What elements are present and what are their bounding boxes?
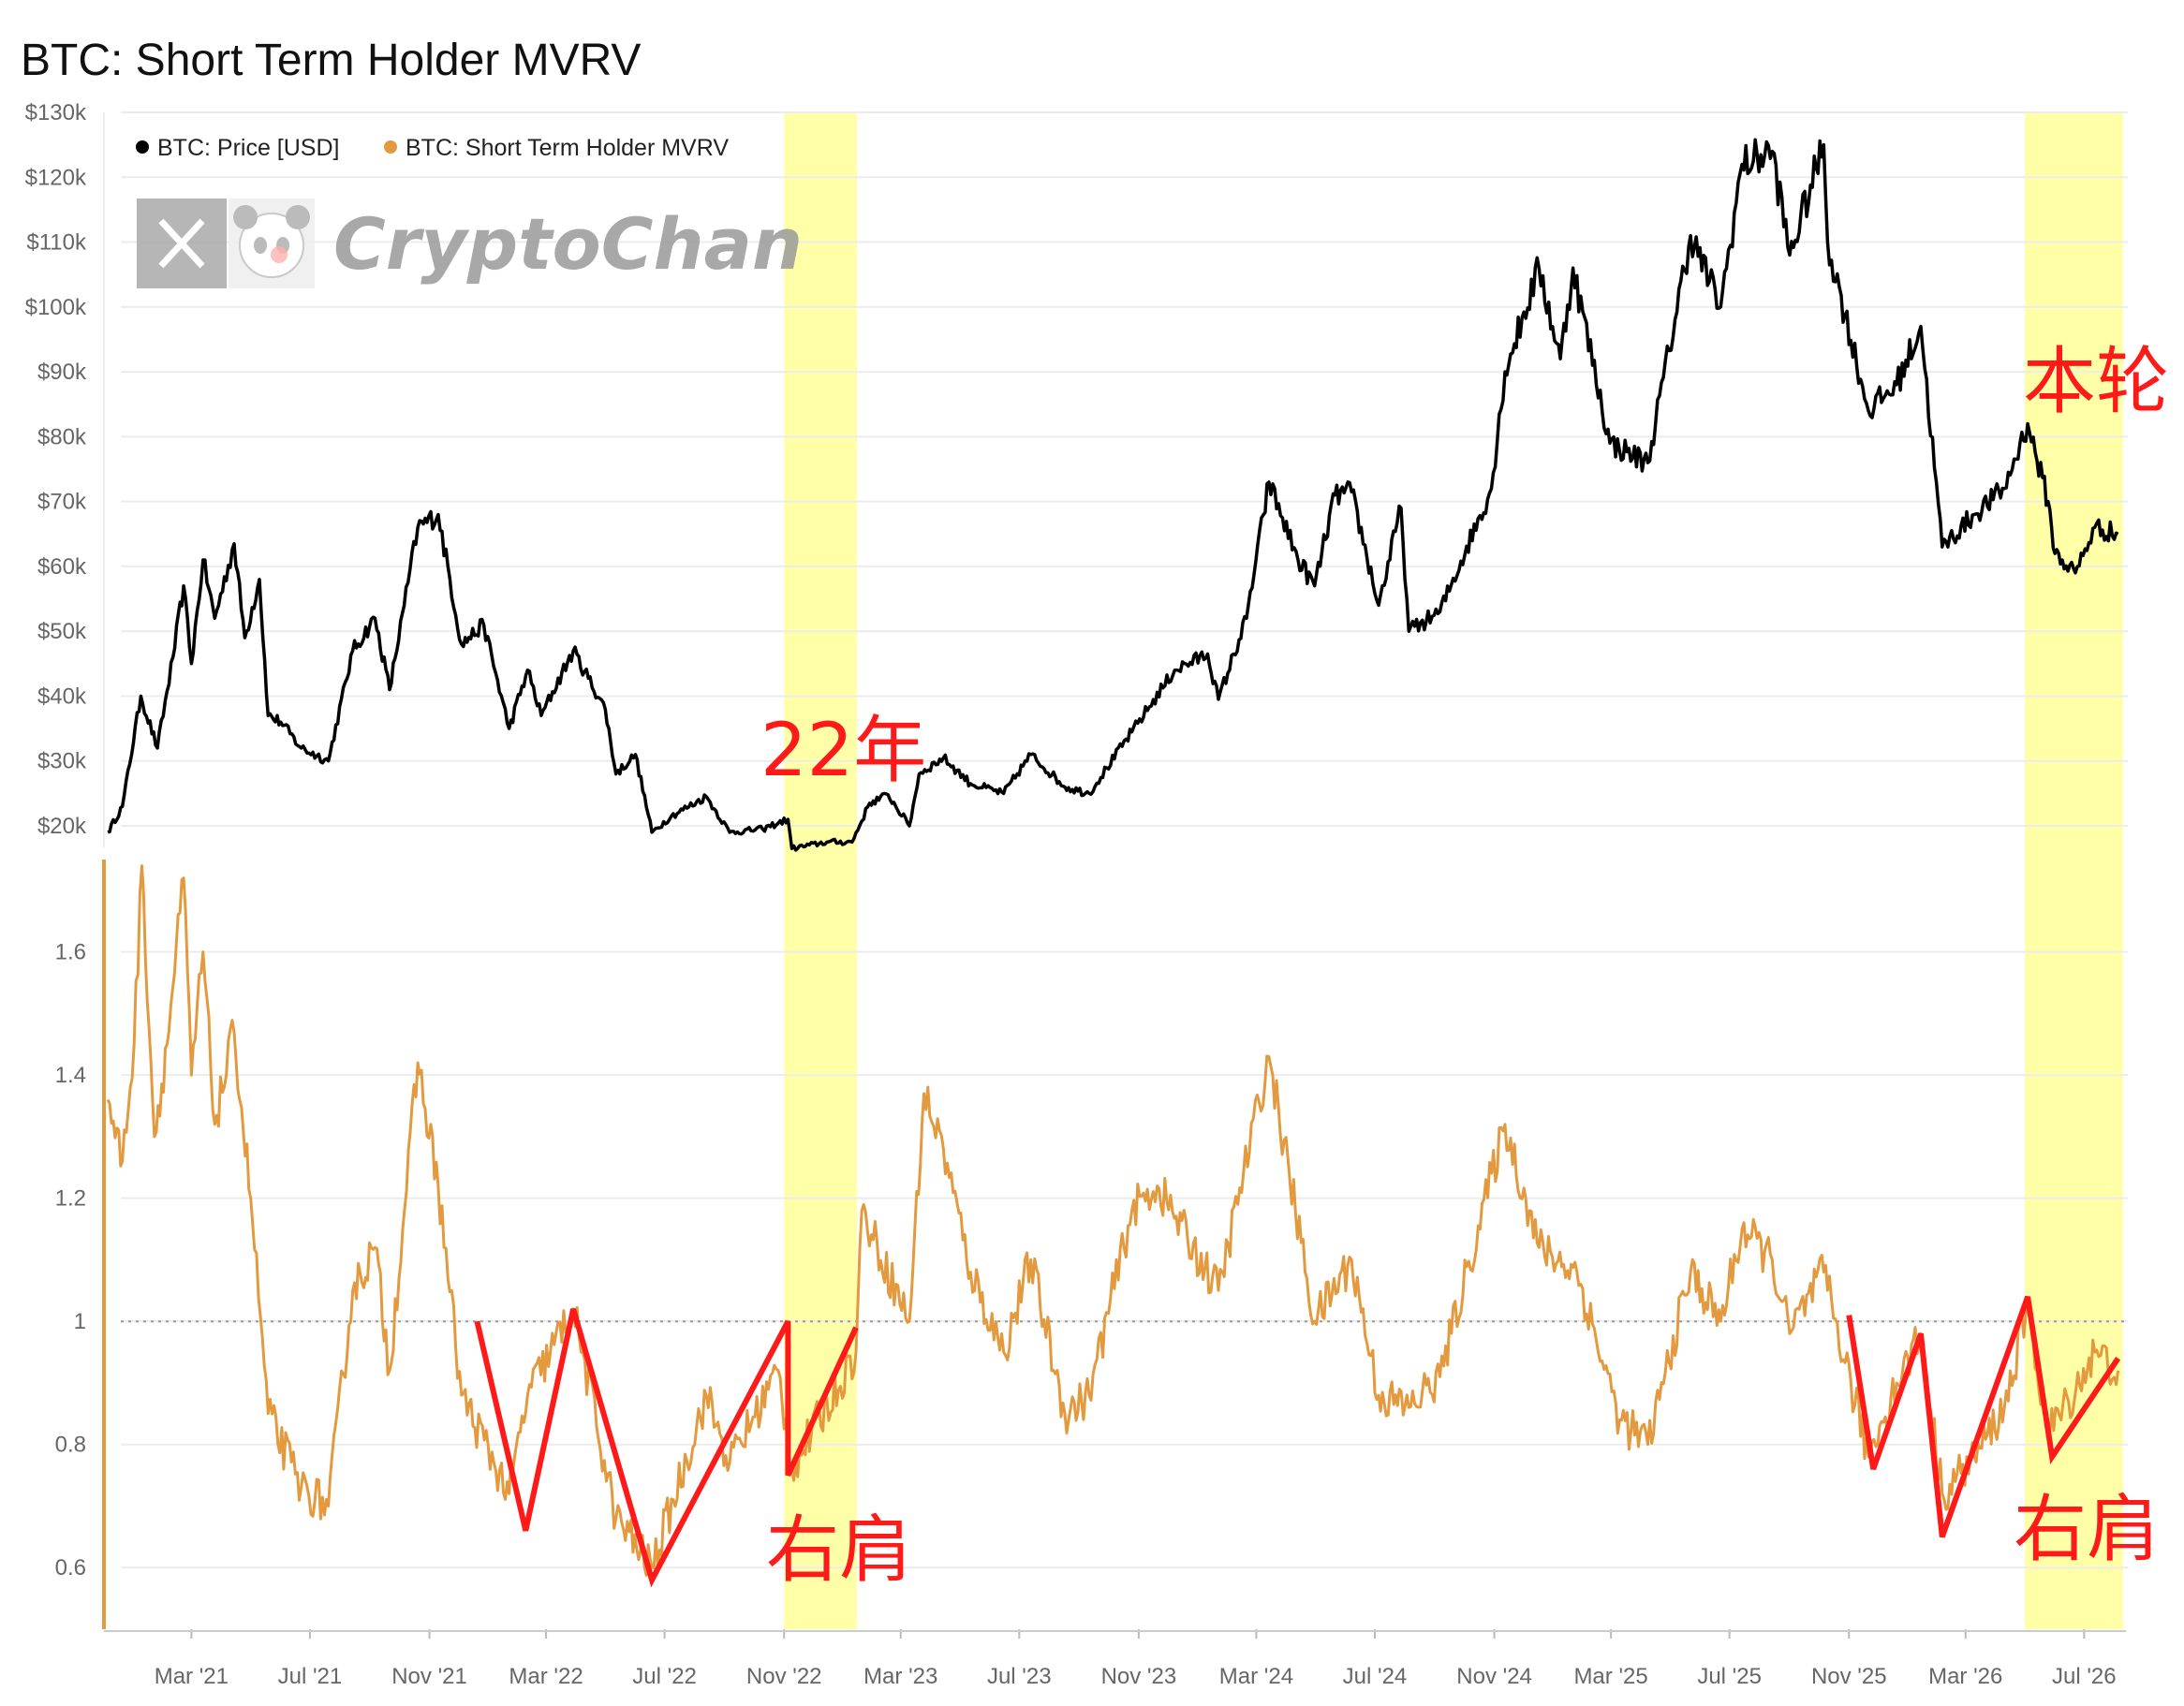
annotation-right-shoulder-current: 右肩 <box>2014 1488 2160 1572</box>
gridlines <box>121 111 2128 1569</box>
mvrv-series-line <box>106 864 2120 1577</box>
x-tick-label: Nov '21 <box>391 1664 467 1689</box>
watermark-text: CryptoChan <box>333 202 803 286</box>
x-tick-label: Jul '25 <box>1697 1664 1762 1689</box>
mvrv-tick-label: 0.8 <box>55 1433 86 1458</box>
mvrv-axis-ticks: 0.6 0.8 1 1.2 1.4 1.6 <box>55 940 86 1581</box>
x-tick-label: Nov '23 <box>1101 1664 1177 1689</box>
legend: BTC: Price [USD] BTC: Short Term Holder … <box>136 135 729 161</box>
x-tick-label: Mar '21 <box>155 1664 229 1689</box>
mvrv-tick-label: 1.4 <box>55 1063 86 1088</box>
annotations: 22年 本轮 右肩 右肩 <box>760 340 2169 1593</box>
x-tick-label: Jul '22 <box>632 1664 697 1689</box>
panda-avatar-icon <box>229 199 315 288</box>
price-tick-label: $20k <box>37 814 87 839</box>
price-tick-label: $60k <box>37 554 87 580</box>
x-tick-label: Nov '24 <box>1456 1664 1532 1689</box>
price-tick-label: $90k <box>37 360 87 385</box>
mvrv-tick-label: 1 <box>74 1309 86 1334</box>
annotation-right-shoulder-2022: 右肩 <box>766 1508 912 1593</box>
series-layer <box>106 138 2121 1588</box>
x-tick-label: Mar '25 <box>1573 1664 1647 1689</box>
x-logo-glyph <box>158 218 205 269</box>
chart-title: BTC: Short Term Holder MVRV <box>21 36 641 85</box>
price-tick-label: $50k <box>37 619 87 644</box>
legend-mvrv-marker <box>384 140 397 154</box>
mvrv-tick-label: 1.6 <box>55 940 86 965</box>
price-axis-ticks: $20k $30k $40k $50k $60k $70k $80k $90k $100k $11… <box>25 100 87 839</box>
annotation-zigzag-0 <box>474 1308 859 1588</box>
price-tick-label: $130k <box>25 100 87 125</box>
price-tick-label: $70k <box>37 490 87 515</box>
mvrv-tick-label: 1.2 <box>55 1186 86 1212</box>
annotation-2022: 22年 <box>760 709 926 793</box>
legend-mvrv-label: BTC: Short Term Holder MVRV <box>406 135 729 161</box>
x-tick-label: Nov '25 <box>1811 1664 1887 1689</box>
price-tick-label: $120k <box>25 165 87 190</box>
watermark: CryptoChan <box>137 199 803 288</box>
price-series-line <box>107 138 2119 852</box>
x-tick-label: Jul '24 <box>1343 1664 1408 1689</box>
price-tick-label: $40k <box>37 684 87 709</box>
price-tick-label: $110k <box>26 230 87 256</box>
price-tick-label: $80k <box>37 424 87 449</box>
x-tick-label: Mar '23 <box>863 1664 937 1689</box>
price-tick-label: $30k <box>37 749 87 774</box>
x-tick-label: Jul '21 <box>278 1664 343 1689</box>
legend-price-marker <box>136 140 149 154</box>
x-tick-label: Mar '26 <box>1928 1664 2002 1689</box>
x-tick-label: Jul '26 <box>2052 1664 2117 1689</box>
price-tick-label: $100k <box>25 295 87 320</box>
x-tick-label: Mar '24 <box>1219 1664 1293 1689</box>
mvrv-tick-label: 0.6 <box>55 1555 86 1581</box>
x-tick-label: Mar '22 <box>509 1664 583 1689</box>
x-tick-label: Jul '23 <box>987 1664 1052 1689</box>
annotation-current-cycle: 本轮 <box>2023 340 2169 424</box>
annotation-zigzag-1 <box>1846 1295 2121 1538</box>
x-tick-label: Nov '22 <box>746 1664 822 1689</box>
legend-price-label: BTC: Price [USD] <box>157 135 339 161</box>
x-axis-ticks: Mar '21 Jul '21 Nov '21 Mar '22 Jul '22 Nov '… <box>155 1629 2117 1689</box>
